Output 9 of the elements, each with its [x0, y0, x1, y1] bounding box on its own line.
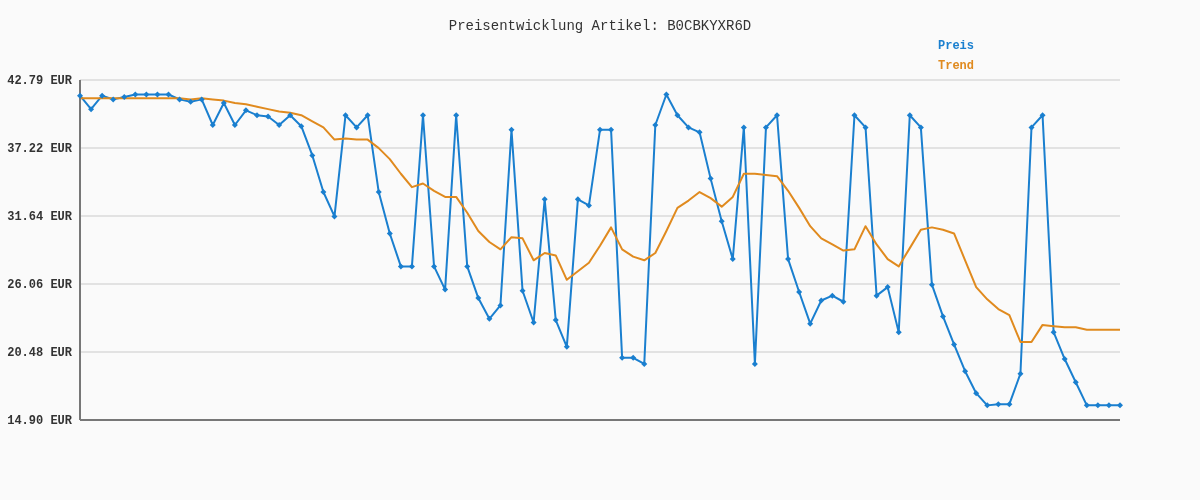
text: Trend — [938, 58, 975, 75]
y-tick-label: 20.48 EUR — [7, 346, 73, 361]
y-tick-label: 42.79 EUR — [7, 74, 73, 89]
y-tick-label: 31.64 EUR — [7, 210, 73, 225]
y-tick-label: 26.06 EUR — [7, 278, 73, 293]
y-tick-label: 14.90 EUR — [7, 414, 73, 429]
text: Preis — [938, 38, 975, 55]
y-tick-label: 37.22 EUR — [7, 142, 73, 157]
chart-title: Preisentwicklung Artikel: B0CBKYXR6D — [447, 18, 753, 34]
